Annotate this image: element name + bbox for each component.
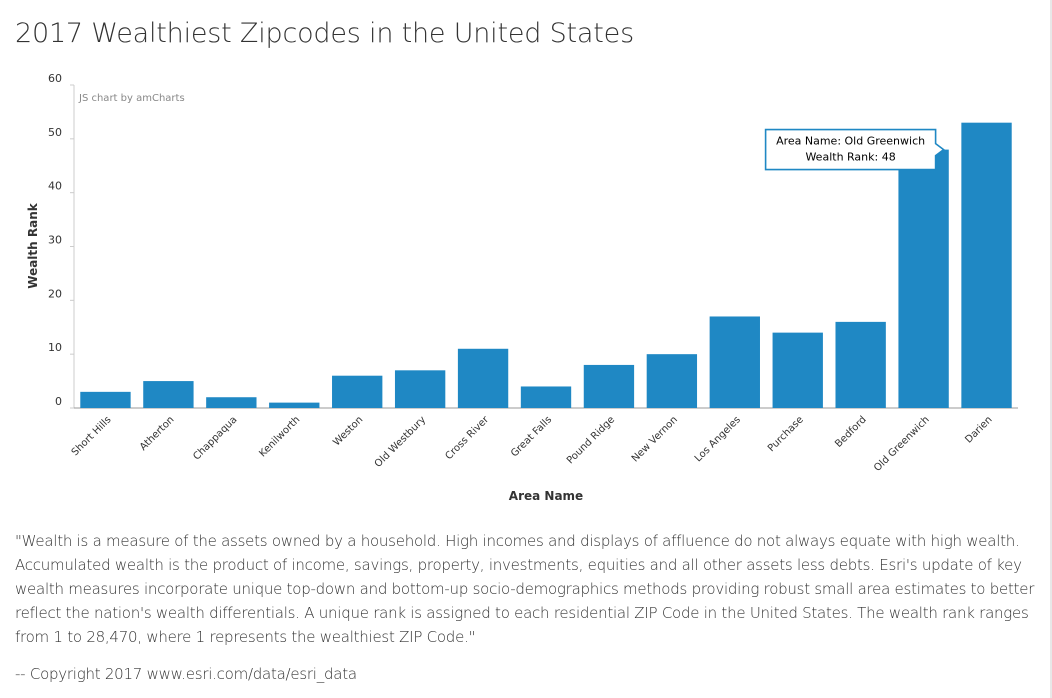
x-tick-label: Bedford (833, 414, 869, 450)
x-tick-label: Great Falls (509, 414, 554, 459)
bar-old-westbury[interactable] (394, 370, 446, 408)
bar-chappaqua[interactable] (206, 397, 257, 408)
y-tick-label: 10 (48, 341, 62, 354)
bar-kenilworth[interactable] (269, 402, 320, 408)
x-axis-title: Area Name (509, 489, 583, 503)
y-axis: 0 10 20 30 40 50 60 (48, 72, 75, 409)
bar-cross-river[interactable] (457, 348, 509, 408)
y-tick-label: 0 (55, 395, 62, 408)
bar-short-hills[interactable] (80, 391, 131, 408)
bar-pound-ridge[interactable] (583, 364, 635, 408)
bar-weston[interactable] (332, 375, 383, 408)
y-axis-title: Wealth Rank (26, 202, 40, 288)
y-tick-label: 40 (48, 180, 62, 193)
tooltip-wealth-rank: Wealth Rank: 48 (805, 151, 895, 164)
tooltip-area-name: Area Name: Old Greenwich (776, 135, 925, 148)
x-tick-label: Cross River (443, 414, 491, 462)
bar-atherton[interactable] (143, 381, 194, 408)
x-tick-label: Chappaqua (191, 414, 239, 462)
x-tick-label: Short Hills (70, 414, 114, 458)
y-tick-label: 20 (48, 287, 62, 300)
y-tick-label: 30 (48, 234, 62, 247)
page-title: 2017 Wealthiest Zipcodes in the United S… (15, 18, 634, 49)
bar-darien[interactable] (961, 122, 1012, 409)
bar-old-greenwich[interactable] (898, 149, 949, 408)
x-tick-label: Atherton (138, 414, 177, 453)
copyright-note: -- Copyright 2017 www.esri.com/data/esri… (15, 665, 357, 683)
x-tick-label: Darien (963, 414, 994, 445)
x-tick-label: New Vernon (630, 414, 680, 464)
category-labels: Short Hills Atherton Chappaqua Kenilworth We… (70, 414, 995, 474)
scrollbar-track (1050, 0, 1052, 698)
chart-credit-link[interactable]: JS chart by amCharts (78, 93, 185, 104)
bar-purchase[interactable] (772, 332, 823, 408)
bar-great-falls[interactable] (520, 386, 572, 408)
x-tick-label: Purchase (766, 414, 806, 454)
y-tick-label: 50 (48, 126, 62, 139)
wealth-description: "Wealth is a measure of the assets owned… (15, 532, 1035, 646)
x-tick-label: Kenilworth (257, 414, 302, 459)
bar-new-vernon[interactable] (646, 354, 698, 408)
tooltip-box (764, 128, 945, 171)
bar-chart: 0 10 20 30 40 50 60 Short Hills Atherton Chappaq… (26, 72, 1018, 503)
x-tick-label: Pound Ridge (565, 414, 617, 466)
x-tick-label: Weston (331, 414, 365, 448)
chart-tooltip: Area Name: Old Greenwich Wealth Rank: 48 (764, 128, 945, 171)
x-tick-label: Old Greenwich (872, 414, 932, 474)
x-tick-label: Old Westbury (373, 414, 429, 470)
bar-bedford[interactable] (835, 321, 886, 408)
bars (80, 122, 1012, 409)
y-tick-label: 60 (48, 72, 62, 85)
bar-los-angeles[interactable] (709, 316, 760, 408)
x-tick-label: Los Angeles (693, 414, 743, 464)
